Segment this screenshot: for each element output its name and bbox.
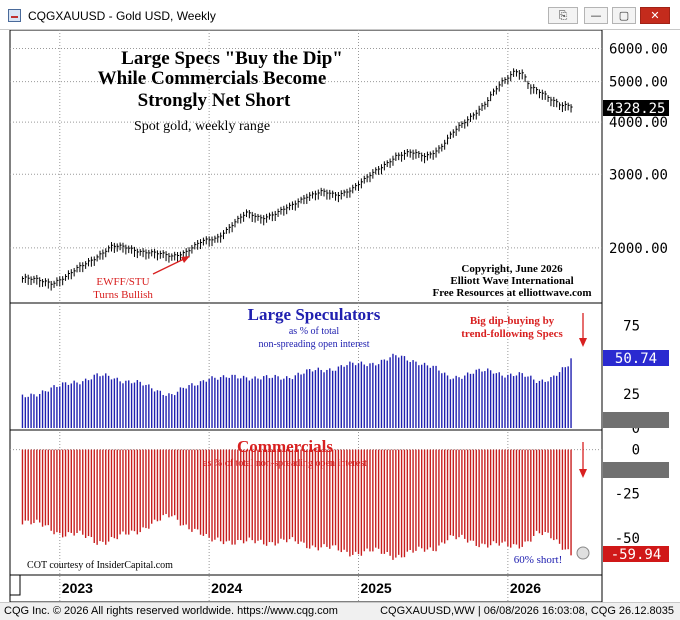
window-title: CQGXAUUSD - Gold USD, Weekly xyxy=(28,9,216,23)
price-tick-label: 2000.00 xyxy=(609,241,668,257)
price-title-line1: Large Specs "Buy the Dip" xyxy=(121,48,343,69)
price-tick-label: 5000.00 xyxy=(609,75,668,91)
bullish-note-line1: EWFF/STU xyxy=(96,276,149,288)
specs-subtitle-line2: non-spreading open interest xyxy=(258,339,369,350)
specs-title: Large Speculators xyxy=(248,305,381,324)
comm-subtitle: as % of total non-spreading open interes… xyxy=(203,458,367,469)
status-copyright: CQG Inc. © 2026 All rights reserved worl… xyxy=(4,605,338,617)
specs-tick-label: 75 xyxy=(623,319,640,335)
minimize-button[interactable]: — xyxy=(584,7,608,24)
specs-note-arrowhead xyxy=(579,338,587,347)
commercials-series xyxy=(21,449,572,560)
bullish-arrowhead xyxy=(181,256,190,263)
price-title-line3: Strongly Net Short xyxy=(138,90,291,111)
price-series xyxy=(21,68,573,291)
bullish-note-line2: Turns Bullish xyxy=(93,289,153,301)
grid-layer xyxy=(10,30,602,602)
restore-button[interactable]: ▢ xyxy=(612,7,636,24)
copyright-line1: Copyright, June 2026 xyxy=(461,263,563,275)
scroll-handle[interactable] xyxy=(9,574,21,596)
comm-last-value: -59.94 xyxy=(611,547,662,563)
price-tick-label: 3000.00 xyxy=(609,167,668,183)
comm-last-tag xyxy=(603,546,669,562)
price-title-line2: While Commercials Become xyxy=(98,68,327,89)
comm-title: Commercials xyxy=(237,437,333,456)
price-subtitle: Spot gold, weekly range xyxy=(134,119,270,134)
price-tick-label: 4000.00 xyxy=(609,115,668,131)
price-last-value: 4328.25 xyxy=(606,101,665,117)
bullish-arrow xyxy=(152,257,187,275)
status-bar: CQG Inc. © 2026 All rights reserved worl… xyxy=(0,602,680,620)
specs-tick-label: 0 xyxy=(632,421,640,437)
price-last-tag xyxy=(603,100,669,116)
specs-note-line2: trend-following Specs xyxy=(461,328,563,340)
chart-svg[interactable]: 2023 2024 2025 2026 6000.00 5000.00 4000.00 300… xyxy=(0,29,680,603)
link-button[interactable]: ⎘ xyxy=(548,7,578,24)
copyright-line2: Elliott Wave International xyxy=(450,275,573,287)
status-symbol-info: CQGXAUUSD,WW | 06/08/2026 16:03:08, CQG … xyxy=(380,605,674,617)
chart-app-icon xyxy=(8,9,21,22)
copyright-line3: Free Resources at elliottwave.com xyxy=(432,287,591,299)
current-reading-marker xyxy=(576,546,590,560)
specs-note-line1: Big dip-buying by xyxy=(470,315,555,327)
specs-tick-label: 25 xyxy=(623,387,640,403)
date-axis-frame xyxy=(9,574,603,603)
short-note: 60% short! xyxy=(514,554,563,566)
axis-layer: 2023 2024 2025 2026 6000.00 5000.00 4000.00 300… xyxy=(62,42,668,596)
date-tick-label: 2024 xyxy=(211,580,242,596)
specs-last-value: 50.74 xyxy=(615,351,657,367)
specs-subtitle-line1: as % of total xyxy=(289,326,339,337)
specs-zero-tag xyxy=(603,412,669,428)
chart-area[interactable]: 2023 2024 2025 2026 6000.00 5000.00 4000.00 300… xyxy=(0,29,680,603)
comm-tick-label: -50 xyxy=(615,531,640,547)
comm-tick-label: -25 xyxy=(615,487,640,503)
title-bar: CQGXAUUSD - Gold USD, Weekly ⎘ — ▢ ✕ xyxy=(0,0,680,30)
cot-credit: COT courtesy of InsiderCapital.com xyxy=(27,560,173,571)
comm-zero-tag xyxy=(603,462,669,478)
price-tick-label: 6000.00 xyxy=(609,42,668,58)
specs-series xyxy=(21,353,572,428)
comm-note-arrowhead xyxy=(579,469,587,478)
date-tick-label: 2026 xyxy=(510,580,541,596)
date-tick-label: 2025 xyxy=(361,580,392,596)
close-button[interactable]: ✕ xyxy=(640,7,670,24)
comm-tick-label: 0 xyxy=(632,443,640,459)
specs-last-tag xyxy=(603,350,669,366)
price-pane-frame xyxy=(9,29,603,304)
date-tick-label: 2023 xyxy=(62,580,93,596)
